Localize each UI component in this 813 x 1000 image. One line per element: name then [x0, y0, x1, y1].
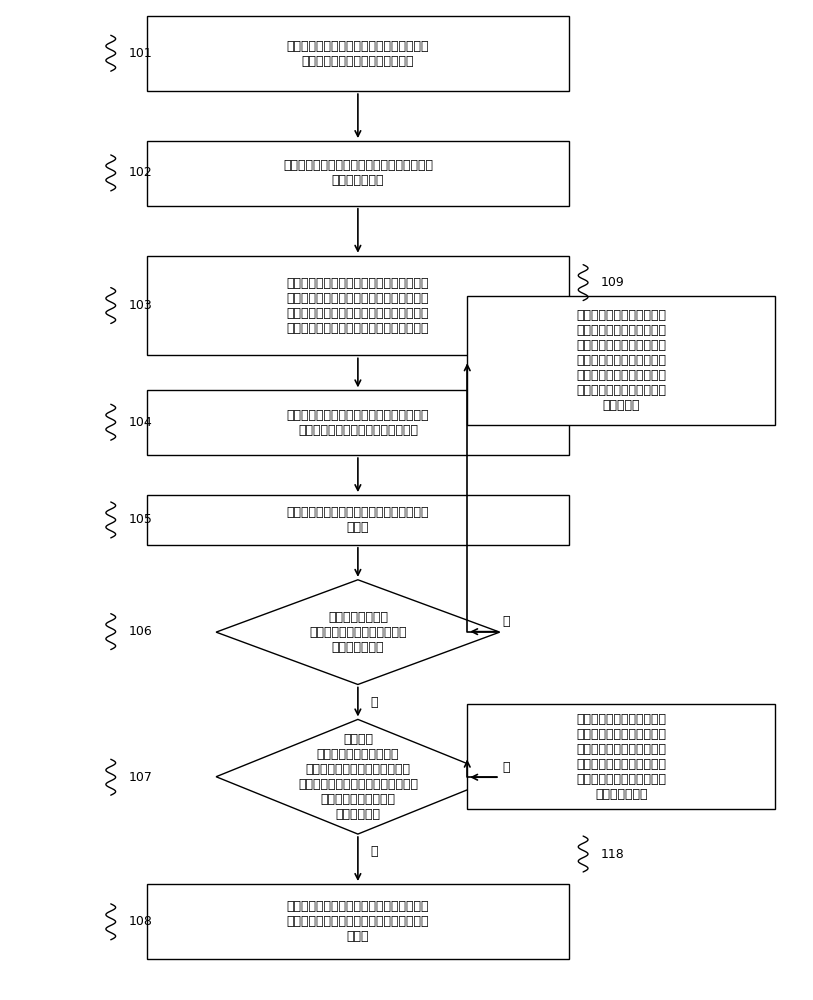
Text: 若所述被叫用户接听本次呼叫，则所述被叫
终端设备将所述主叫终端设备标识加入到白
名单中: 若所述被叫用户接听本次呼叫，则所述被叫 终端设备将所述主叫终端设备标识加入到白 …	[287, 900, 429, 943]
FancyBboxPatch shape	[467, 296, 775, 425]
Text: 若保持，
则所述被叫终端设备进行
振铃流程并将所述文字信息显示
给被叫用户，以使所述被叫用户根据
所述文字信息确定是否
接听本次呼叫: 若保持， 则所述被叫终端设备进行 振铃流程并将所述文字信息显示 给被叫用户，以使…	[298, 733, 418, 821]
Text: 118: 118	[601, 848, 624, 861]
Text: 104: 104	[128, 416, 152, 429]
Text: 被叫终端设备确定所述主叫终端设备标识是否
是未知终端标识: 被叫终端设备确定所述主叫终端设备标识是否 是未知终端标识	[283, 159, 433, 187]
FancyBboxPatch shape	[147, 884, 568, 959]
Text: 102: 102	[128, 166, 152, 179]
Text: 108: 108	[128, 915, 153, 928]
Text: 是: 是	[370, 845, 377, 858]
Text: 是: 是	[370, 696, 377, 709]
Polygon shape	[216, 580, 500, 684]
Text: 否: 否	[502, 615, 510, 628]
Text: 若是，则被叫终端设备屏蔽振铃流程、接通
本次呼叫，并向所述主叫终端设备发送录音
提示信息，以提示所述主叫终端设备本次呼
叫需要发送语音信息以征得被叫用户的同意: 若是，则被叫终端设备屏蔽振铃流程、接通 本次呼叫，并向所述主叫终端设备发送录音 …	[287, 277, 429, 335]
Text: 103: 103	[128, 299, 152, 312]
Text: 106: 106	[128, 625, 152, 638]
FancyBboxPatch shape	[147, 16, 568, 91]
Text: 若所述被叫用户未接听本次
呼叫，则所述被叫终端设备
用户，可以根据所述文字信
息将所述主叫终端设备标识
加入到白名单中或忽略该主
叫终端设备标识: 若所述被叫用户未接听本次 呼叫，则所述被叫终端设备 用户，可以根据所述文字信 息…	[576, 713, 666, 801]
FancyBboxPatch shape	[147, 390, 568, 455]
Text: 所述被叫终端设备向所述被
叫用户提示有未接来电并将
所述文字信息显示给所述被
叫用户，以使所述被叫用户
根据所述文字信息确定是否
将所述主叫终端设备标识加
入白: 所述被叫终端设备向所述被 叫用户提示有未接来电并将 所述文字信息显示给所述被 叫…	[576, 309, 666, 412]
Text: 109: 109	[601, 276, 624, 289]
Text: 否: 否	[502, 761, 510, 774]
Text: 101: 101	[128, 47, 152, 60]
FancyBboxPatch shape	[147, 141, 568, 206]
Polygon shape	[216, 719, 500, 834]
Text: 105: 105	[128, 513, 153, 526]
Text: 所述被叫终端设备接收所述主叫终端设备根
据所述录音提示信息发送的语音信息: 所述被叫终端设备接收所述主叫终端设备根 据所述录音提示信息发送的语音信息	[287, 409, 429, 437]
Text: 所述被叫终端设备将所述语音信息转换为文
字信息: 所述被叫终端设备将所述语音信息转换为文 字信息	[287, 506, 429, 534]
Text: 所述被叫终端设备
确定与所述主叫终端设备之间
的通话是否保持: 所述被叫终端设备 确定与所述主叫终端设备之间 的通话是否保持	[309, 611, 406, 654]
FancyBboxPatch shape	[147, 495, 568, 545]
Text: 107: 107	[128, 771, 153, 784]
Text: 被叫终端设备接收主叫终端设备发送的包含
主叫终端设备标识的呼叫请求消息: 被叫终端设备接收主叫终端设备发送的包含 主叫终端设备标识的呼叫请求消息	[287, 40, 429, 68]
FancyBboxPatch shape	[147, 256, 568, 355]
FancyBboxPatch shape	[467, 704, 775, 809]
